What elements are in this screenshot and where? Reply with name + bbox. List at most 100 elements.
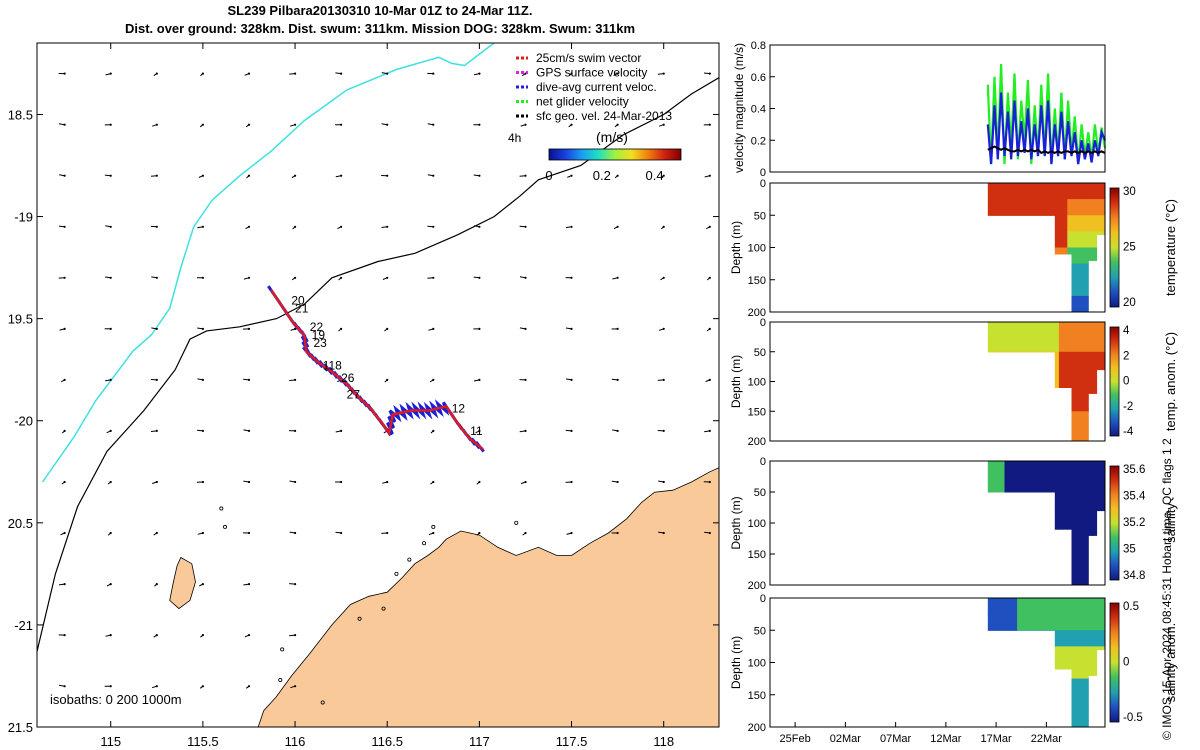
temperature-colorbar-tick: 20: [1123, 297, 1136, 309]
temperature-colorbar-label: temperature (°C): [1163, 199, 1178, 296]
temperature-y-tick-label: 0: [760, 178, 766, 190]
y-tick-label: 19.5: [8, 312, 33, 327]
salinity-anomaly-cell: [1067, 630, 1072, 647]
temperature-colorbar: [1109, 187, 1120, 308]
geo-arrow-tail: [63, 174, 66, 177]
salinity-anomaly-cell: [1054, 630, 1060, 647]
temperature-cell: [1008, 199, 1014, 216]
salinity-colorbar-tick: 35: [1123, 544, 1136, 556]
geo-arrow-tail: [247, 378, 251, 381]
salinity-anomaly-cell: [1084, 694, 1089, 712]
salinity-anomaly-y-tick-label: 0: [760, 593, 766, 605]
temperature-anomaly-cell: [1092, 381, 1098, 394]
temperature-cell: [1025, 183, 1031, 200]
geo-arrow-tail: [478, 276, 481, 279]
temperature-y-tick-label: 50: [754, 210, 766, 222]
salinity-anomaly-cell: [1058, 614, 1064, 631]
temperature-anomaly-cell: [1054, 322, 1060, 338]
temperature-anomaly-y-tick-label: 0: [760, 317, 766, 329]
temperature-anomaly-cell: [1046, 322, 1052, 338]
salinity-cell: [1067, 523, 1072, 530]
salinity-cell: [1075, 554, 1081, 570]
geo-arrow-tail: [662, 123, 665, 126]
salinity-cell: [1025, 461, 1031, 477]
temperature-anomaly-colorbar-tick: -2: [1123, 401, 1133, 413]
geo-arrow-tail: [386, 327, 389, 330]
temperature-cell: [1021, 215, 1026, 216]
geo-arrow-tail: [478, 429, 481, 432]
temperature-cell: [991, 183, 997, 200]
salinity-anomaly-y-tick-label: 150: [748, 690, 766, 702]
salinity-anomaly-cell: [1067, 598, 1072, 615]
temperature-cell: [1058, 215, 1064, 232]
geo-arrow-tail: [616, 174, 619, 177]
temperature-anomaly-cell: [1079, 322, 1085, 338]
salinity-anomaly-cell: [1038, 614, 1043, 631]
salinity-anomaly-cell: [1033, 614, 1039, 631]
salinity-anomaly-cell: [1067, 662, 1072, 670]
salinity-cell: [1084, 492, 1089, 508]
salinity-cell: [991, 461, 997, 477]
salinity-cell: [1079, 523, 1085, 539]
geo-arrow-tail: [432, 72, 435, 75]
salinity-anomaly-cell: [1079, 678, 1085, 696]
salinity-cell: [1033, 492, 1039, 493]
temperature-cell: [1063, 247, 1068, 255]
salinity-panel: 0 50 100 150 200 Depth (m) 35.6 35.4 35.2 35 34.8 s…: [730, 456, 1178, 592]
velocity-y-label: velocity magnitude (m/s): [732, 43, 746, 173]
temperature-colorbar-tick: 30: [1123, 186, 1136, 198]
salinity-anomaly-cell: [1071, 678, 1077, 696]
salinity-anomaly-cell: [1063, 614, 1068, 631]
day-label: 12: [452, 402, 466, 416]
geo-arrow-tail: [616, 378, 619, 381]
salinity-cell: [1021, 461, 1026, 477]
salinity-anomaly-cell: [1088, 662, 1093, 676]
temperature-anomaly-cell: [1021, 322, 1026, 338]
temperature-anomaly-cell: [987, 322, 993, 338]
salinity-cell: [1008, 461, 1014, 477]
salinity-cell: [1042, 492, 1047, 493]
temperature-anomaly-cell: [996, 336, 1001, 353]
salinity-anomaly-cell: [1025, 630, 1031, 631]
salinity-anomaly-cell: [1084, 710, 1089, 728]
geo-arrow-tail: [432, 429, 435, 432]
geo-arrow-tail: [478, 174, 481, 177]
salinity-cell: [1071, 554, 1077, 570]
x-tick-label: 116: [285, 734, 306, 749]
temperature-cell: [1063, 199, 1068, 216]
salinity-cell: [1017, 492, 1022, 493]
salinity-y-label: Depth (m): [730, 496, 743, 549]
salinity-colorbar-label: salinity: [1163, 503, 1178, 543]
salinity-anomaly-cell: [987, 598, 993, 615]
salinity-anomaly-cell: [1075, 630, 1081, 647]
geo-arrow-tail: [109, 531, 112, 535]
islet: [357, 616, 362, 621]
salinity-anomaly-cell: [1004, 598, 1010, 615]
date-tick-label: 25Feb: [780, 733, 811, 745]
geo-arrow-tail: [247, 123, 251, 126]
salinity-cell: [1096, 476, 1102, 493]
salinity-cell: [1021, 492, 1026, 493]
temperature-cell: [1071, 199, 1077, 216]
salinity-cell: [1046, 492, 1052, 493]
temperature-cell: [1067, 247, 1072, 255]
temperature-anomaly-cell: [1058, 366, 1064, 382]
temperature-cell: [1021, 199, 1026, 216]
salinity-cell: [1038, 476, 1043, 493]
temperature-anomaly-cell: [1058, 351, 1064, 368]
geo-arrow-tail: [155, 685, 158, 688]
temperature-anomaly-cell: [1084, 322, 1089, 338]
temperature-anomaly-cell: [1075, 426, 1081, 442]
geo-arrow-tail: [432, 480, 435, 484]
geo-arrow-tail: [662, 276, 665, 279]
salinity-cell: [996, 461, 1001, 477]
salinity-cell: [1067, 492, 1072, 508]
y-tick-label: -21: [14, 618, 33, 633]
geo-arrow-tail: [662, 531, 665, 535]
geo-arrow-tail: [247, 634, 251, 637]
geo-arrow-tail: [524, 123, 527, 126]
temperature-anomaly-cell: [1042, 336, 1047, 353]
salinity-cell: [1046, 476, 1052, 493]
salinity-anomaly-cell: [1054, 598, 1060, 615]
temperature-cell: [1008, 183, 1014, 200]
